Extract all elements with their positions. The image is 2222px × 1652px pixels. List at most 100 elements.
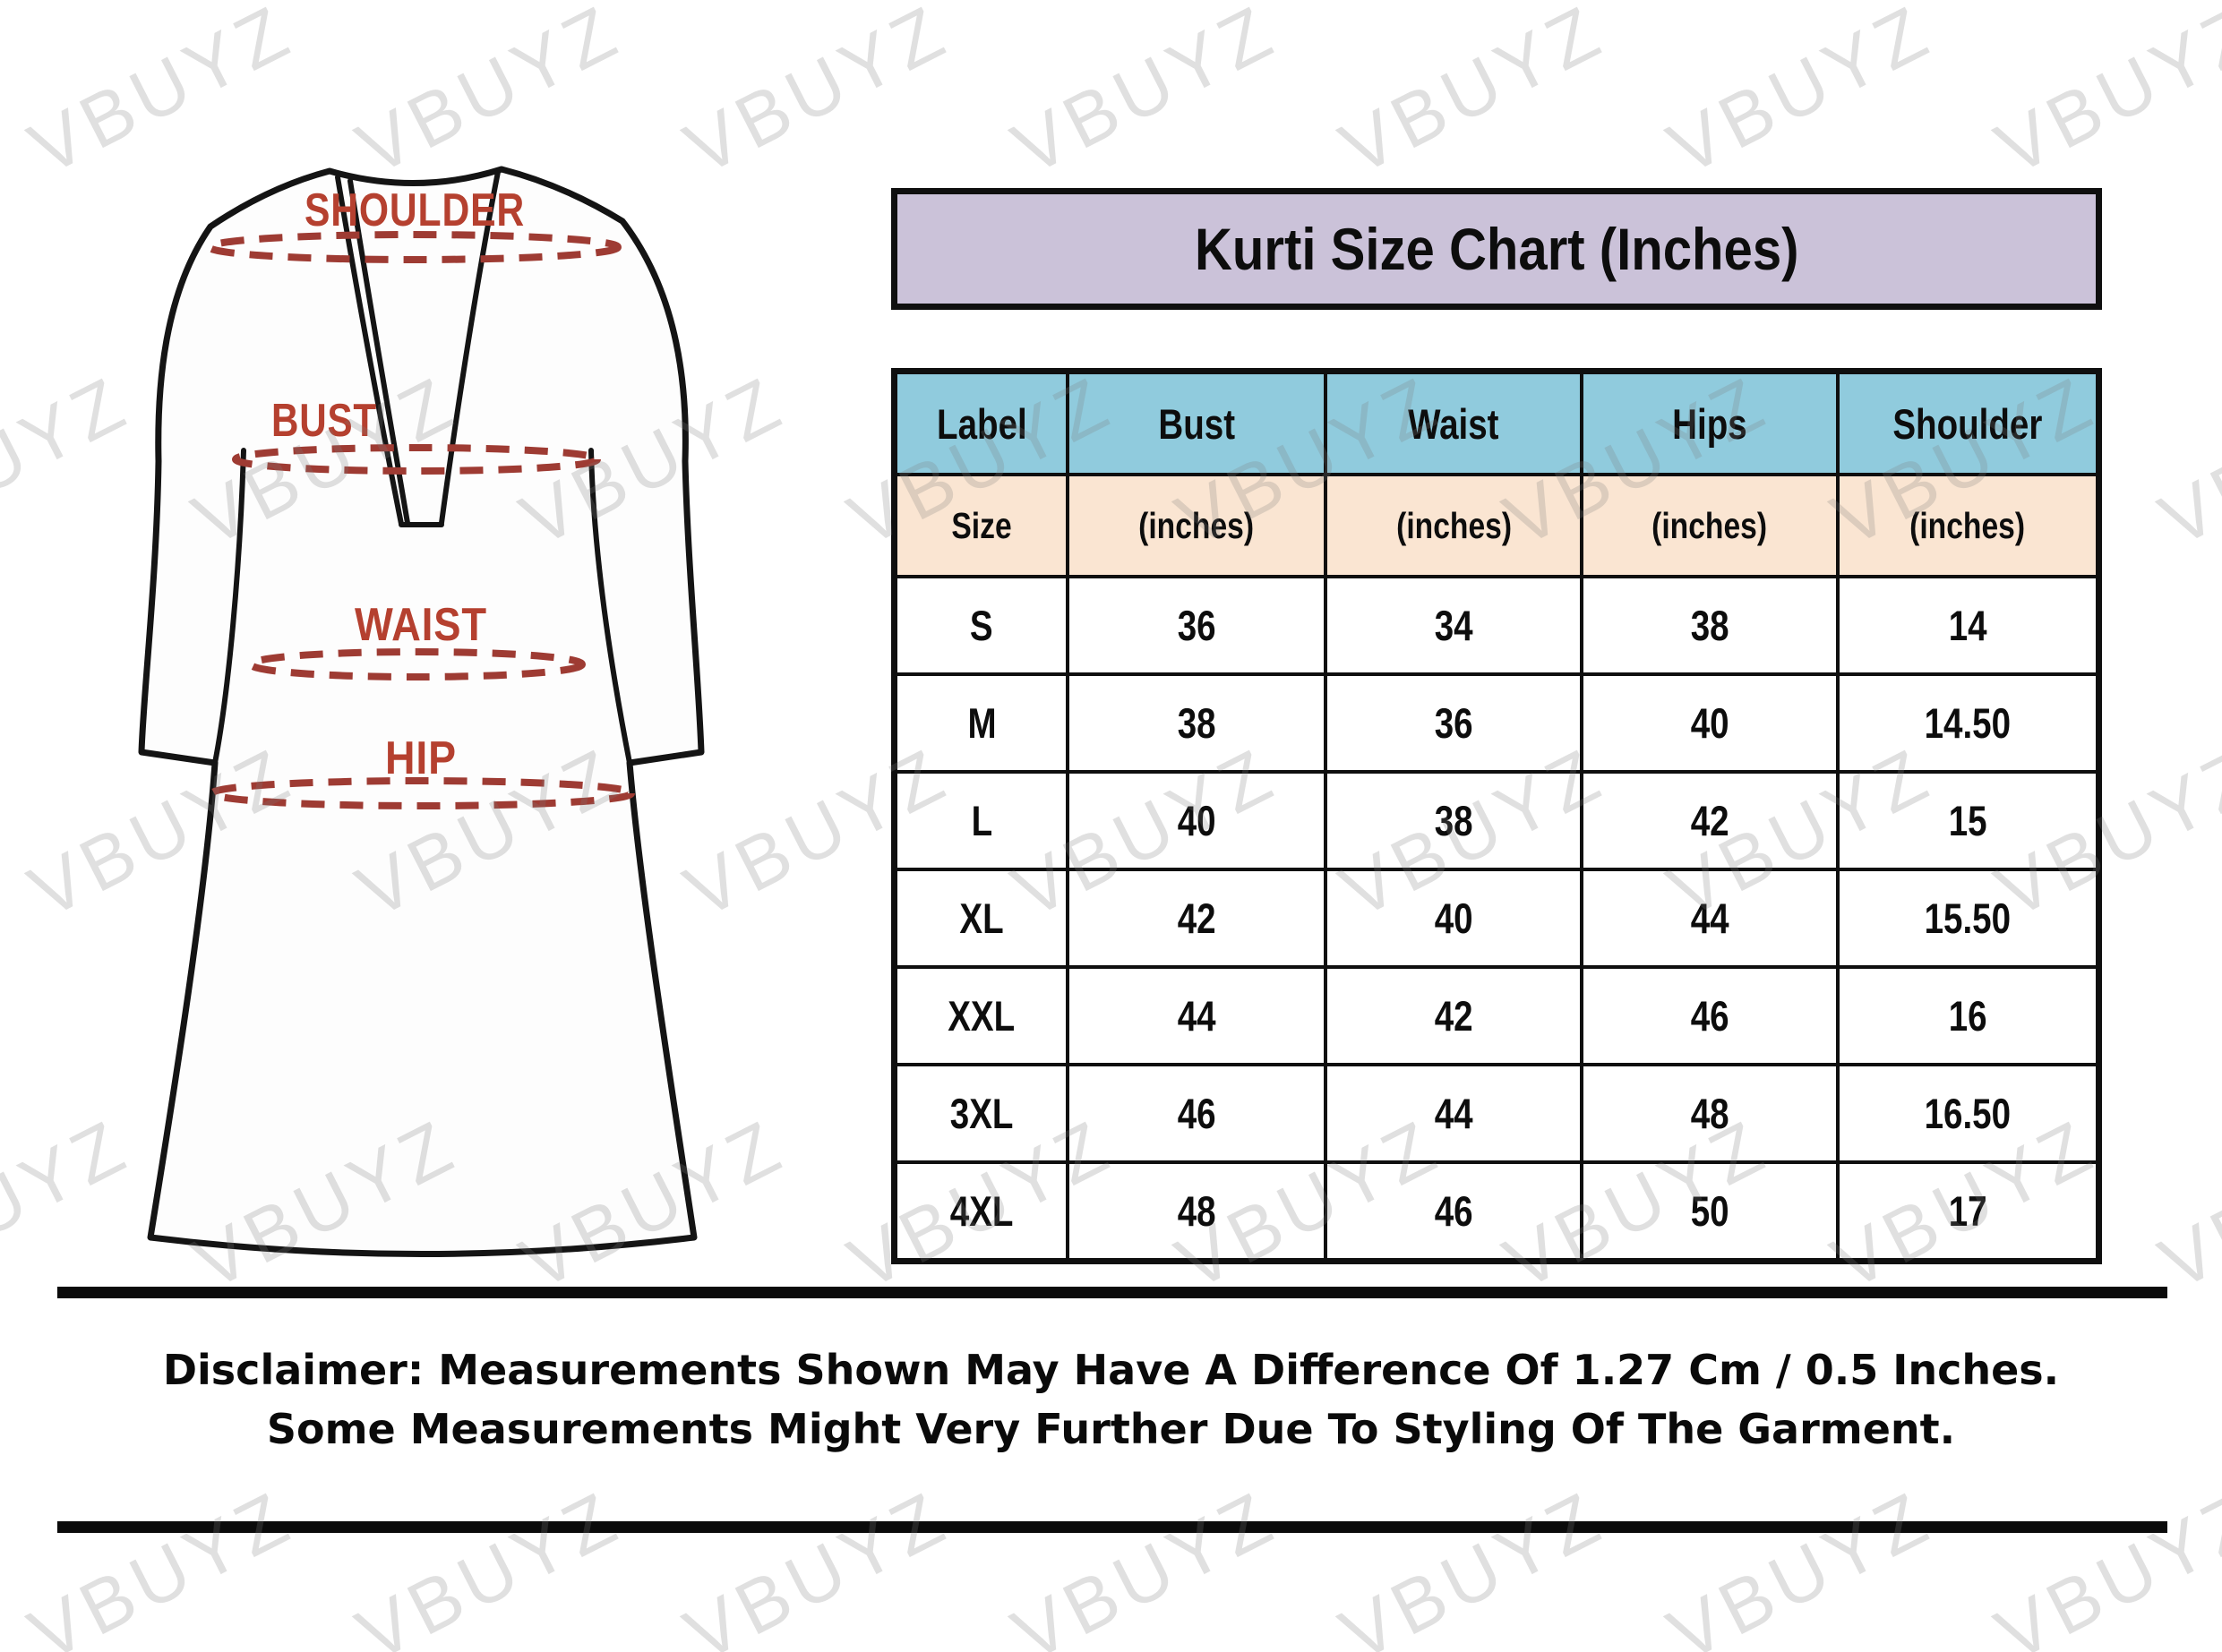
cell-value: 48 [1690,1090,1729,1137]
cell-value: 4XL [949,1187,1014,1235]
neck-placket-right [439,169,501,526]
table-row: M 38 36 40 14.50 [892,672,2101,774]
header-text: Label [936,399,1027,448]
watermark-text: VBUYZ [2147,359,2222,562]
cell-bust: 44 [1066,965,1327,1066]
shoulder-label: SHOULDER [305,184,525,236]
header-text: Hips [1672,399,1747,448]
cell-hips: 38 [1580,575,1840,676]
cell-value: L [971,797,992,844]
subheader-waist-unit: (inches) [1323,473,1584,578]
cell-bust: 46 [1066,1063,1327,1164]
table-row: S 36 34 38 14 [892,575,2101,676]
cell-shoulder: 14.50 [1835,672,2101,774]
cell-waist: 38 [1323,770,1584,871]
cell-bust: 40 [1066,770,1327,871]
cell-size: M [892,672,1070,774]
cell-waist: 36 [1323,672,1584,774]
cell-value: M [967,699,997,747]
divider-line-bottom [57,1521,2167,1533]
cell-value: 48 [1177,1187,1216,1235]
size-table: Label Bust Waist Hips Shoulder Size (inc… [891,368,2102,1264]
cell-value: 44 [1177,992,1216,1040]
cell-value: 46 [1690,992,1729,1040]
cell-hips: 50 [1580,1160,1840,1263]
subheader-text: Size [951,504,1012,546]
subheader-text: (inches) [1138,504,1255,546]
waist-label: WAIST [355,599,487,651]
kurti-outline [138,166,705,1257]
cell-value: 40 [1177,797,1216,844]
watermark-text: VBUYZ [1655,0,1945,191]
cell-bust: 38 [1066,672,1327,774]
watermark-text: VBUYZ [999,0,1290,191]
header-shoulder: Shoulder [1835,369,2101,476]
cell-hips: 44 [1580,868,1840,969]
cell-value: 42 [1434,992,1473,1040]
cell-value: 40 [1690,699,1729,747]
cell-value: 38 [1434,797,1473,844]
cell-size: XL [892,868,1070,969]
cell-hips: 40 [1580,672,1840,774]
subheader-text: (inches) [1909,504,2026,546]
watermark-text: VBUYZ [999,1474,1290,1652]
left-sleeve-seam [212,448,246,766]
cell-hips: 42 [1580,770,1840,871]
cell-value: 16 [1948,992,1987,1040]
disclaimer-text: Disclaimer: Measurements Shown May Have … [0,1340,2222,1459]
watermark-text: VBUYZ [672,1474,962,1652]
subheader-text: (inches) [1395,504,1512,546]
hip-label: HIP [385,732,457,784]
cell-value: 15 [1948,797,1987,844]
cell-value: 36 [1177,602,1216,649]
cell-waist: 44 [1323,1063,1584,1164]
watermark-text: VBUYZ [2147,1102,2222,1305]
cell-hips: 46 [1580,965,1840,1066]
watermark-text: VBUYZ [16,1474,306,1652]
table-row: L 40 38 42 15 [892,770,2101,871]
header-waist: Waist [1323,369,1584,476]
cell-hips: 48 [1580,1063,1840,1164]
cell-value: 38 [1690,602,1729,649]
watermark-text: VBUYZ [1655,1474,1945,1652]
cell-size: S [892,575,1070,676]
shoulder-dash-line [206,231,622,263]
table-header-row: Label Bust Waist Hips Shoulder [892,369,2101,476]
cell-size: XXL [892,965,1070,1066]
disclaimer-line-2: Some Measurements Might Very Further Due… [266,1405,1956,1453]
chart-title-bar: Kurti Size Chart (Inches) [891,188,2102,310]
cell-value: 34 [1434,602,1473,649]
cell-value: 14.50 [1924,699,2012,747]
hip-dash-line [209,777,635,809]
cell-value: 15.50 [1924,894,2012,942]
header-bust: Bust [1066,369,1327,476]
cell-bust: 36 [1066,575,1327,676]
watermark-text: VBUYZ [1327,0,1617,191]
bust-dash-line [232,444,601,475]
header-hips: Hips [1580,369,1840,476]
cell-waist: 46 [1323,1160,1584,1263]
cell-value: 46 [1177,1090,1216,1137]
cell-value: 16.50 [1924,1090,2012,1137]
cell-shoulder: 15 [1835,770,2101,871]
table-row: 3XL 46 44 48 16.50 [892,1063,2101,1164]
cell-bust: 42 [1066,868,1327,969]
cell-shoulder: 16.50 [1835,1063,2101,1164]
chart-title: Kurti Size Chart (Inches) [1194,216,1799,282]
neck-placket-left-inner [347,178,410,526]
cell-value: 3XL [949,1090,1014,1137]
table-row: 4XL 48 46 50 17 [892,1160,2101,1263]
neck-placket-left-outer [335,175,404,526]
cell-value: 44 [1690,894,1729,942]
header-text: Shoulder [1892,399,2043,448]
header-label: Label [892,369,1070,476]
watermark-text: VBUYZ [1983,0,2222,191]
cell-value: 42 [1177,894,1216,942]
cell-value: 42 [1690,797,1729,844]
header-text: Waist [1408,399,1499,448]
table-row: XXL 44 42 46 16 [892,965,2101,1066]
bust-label: BUST [271,395,377,447]
table-subheader-row: Size (inches) (inches) (inches) (inches) [892,473,2101,578]
subheader-bust-unit: (inches) [1066,473,1327,578]
